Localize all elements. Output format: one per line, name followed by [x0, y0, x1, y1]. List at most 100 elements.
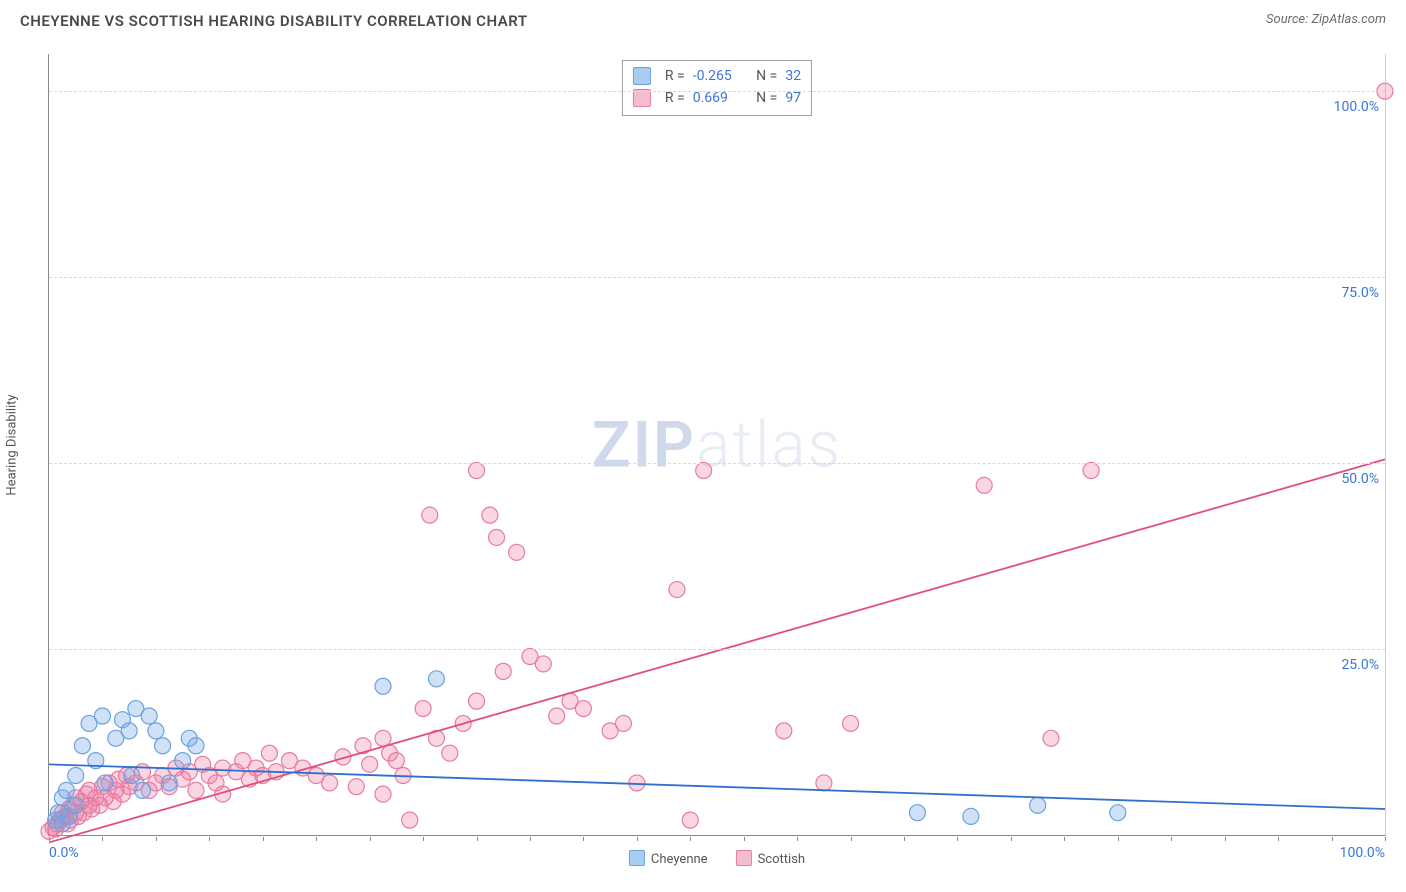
x-tick [316, 837, 317, 841]
data-point [124, 767, 140, 783]
source-attribution: Source: ZipAtlas.com [1266, 12, 1386, 27]
source-name: ZipAtlas.com [1311, 12, 1386, 27]
legend-item-scottish: Scottish [736, 850, 805, 867]
x-tick [797, 837, 798, 841]
gridline-h [49, 649, 1385, 650]
data-point [1083, 463, 1099, 479]
data-point [1043, 730, 1059, 746]
y-tick-label: 25.0% [1341, 657, 1379, 673]
data-point [1030, 797, 1046, 813]
x-tick [851, 837, 852, 841]
y-tick-label: 100.0% [1334, 99, 1379, 115]
data-point [575, 701, 591, 717]
data-point [442, 745, 458, 761]
data-point [68, 797, 84, 813]
data-point [121, 723, 137, 739]
x-tick [690, 837, 691, 841]
scatter-svg [49, 54, 1385, 835]
data-point [549, 708, 565, 724]
data-point [489, 529, 505, 545]
legend-cheyenne-label: Cheyenne [651, 852, 708, 867]
x-tick [1278, 837, 1279, 841]
data-point [68, 767, 84, 783]
data-point [97, 775, 113, 791]
data-point [495, 663, 511, 679]
data-point [322, 775, 338, 791]
x-tick [263, 837, 264, 841]
data-point [188, 782, 204, 798]
x-tick [370, 837, 371, 841]
x-tick [1064, 837, 1065, 841]
x-tick [423, 837, 424, 841]
x-axis-origin-label: 0.0% [49, 845, 79, 861]
data-point [509, 544, 525, 560]
x-tick [102, 837, 103, 841]
data-point [1110, 805, 1126, 821]
data-point [74, 738, 90, 754]
x-tick [1118, 837, 1119, 841]
data-point [843, 715, 859, 731]
data-point [963, 808, 979, 824]
x-tick [156, 837, 157, 841]
data-point [388, 753, 404, 769]
data-point [58, 782, 74, 798]
data-point [375, 678, 391, 694]
data-point [415, 701, 431, 717]
x-tick [49, 837, 50, 841]
data-point [469, 463, 485, 479]
trend-line [49, 459, 1385, 842]
y-axis-title: Hearing Disability [5, 394, 20, 495]
x-tick [583, 837, 584, 841]
x-tick [1171, 837, 1172, 841]
x-tick [957, 837, 958, 841]
data-point [615, 715, 631, 731]
data-point [469, 693, 485, 709]
gridline-h [49, 91, 1385, 92]
chart-title: CHEYENNE VS SCOTTISH HEARING DISABILITY … [20, 12, 528, 30]
chart-area: Hearing Disability ZIPatlas R = -0.265 N… [48, 54, 1386, 836]
data-point [428, 671, 444, 687]
data-point [696, 463, 712, 479]
data-point [482, 507, 498, 523]
data-point [909, 805, 925, 821]
x-tick [1385, 837, 1386, 841]
source-prefix: Source: [1266, 12, 1311, 27]
data-point [148, 723, 164, 739]
data-point [261, 745, 277, 761]
plot-area: ZIPatlas R = -0.265 N = 32 R = 0.669 N =… [48, 54, 1386, 836]
scottish-swatch-icon [736, 850, 752, 866]
data-point [135, 782, 151, 798]
data-point [175, 753, 191, 769]
gridline-h [49, 277, 1385, 278]
data-point [816, 775, 832, 791]
cheyenne-swatch-icon [629, 850, 645, 866]
data-point [402, 812, 418, 828]
x-axis-max-label: 100.0% [1340, 845, 1385, 861]
data-point [94, 708, 110, 724]
data-point [348, 779, 364, 795]
y-tick-label: 50.0% [1341, 471, 1379, 487]
legend-item-cheyenne: Cheyenne [629, 850, 708, 867]
data-point [776, 723, 792, 739]
data-point [669, 582, 685, 598]
data-point [188, 738, 204, 754]
gridline-h [49, 463, 1385, 464]
x-tick [209, 837, 210, 841]
data-point [682, 812, 698, 828]
series-legend: Cheyenne Scottish [629, 850, 805, 867]
data-point [976, 477, 992, 493]
x-tick [904, 837, 905, 841]
data-point [362, 756, 378, 772]
data-point [422, 507, 438, 523]
data-point [155, 738, 171, 754]
data-point [535, 656, 551, 672]
legend-scottish-label: Scottish [758, 852, 805, 867]
x-tick [530, 837, 531, 841]
x-tick [1011, 837, 1012, 841]
data-point [161, 775, 177, 791]
data-point [141, 708, 157, 724]
x-tick [637, 837, 638, 841]
x-tick [744, 837, 745, 841]
data-point [375, 730, 391, 746]
x-tick [1225, 837, 1226, 841]
